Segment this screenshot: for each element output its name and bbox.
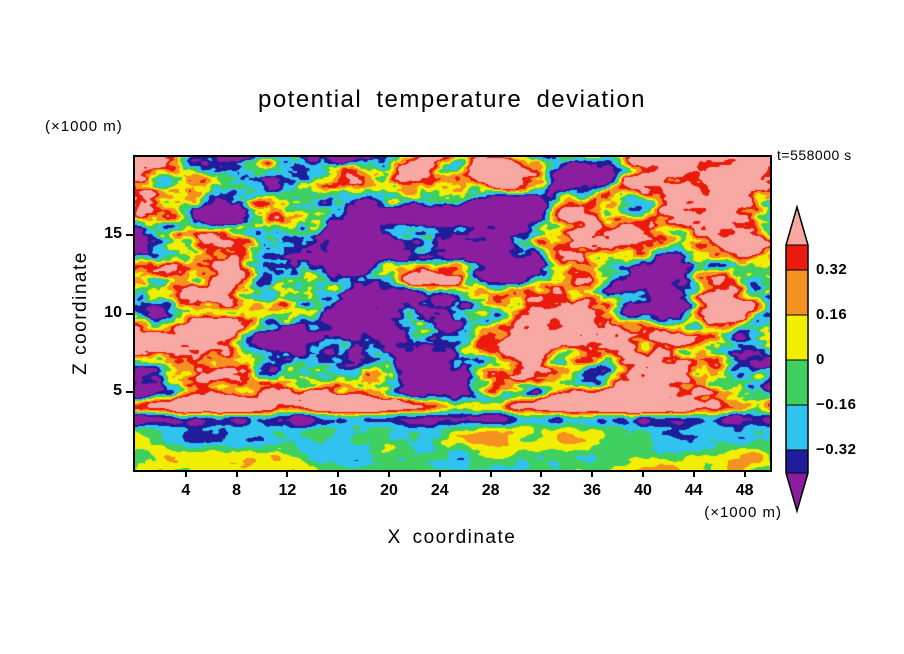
x-tick-mark	[489, 470, 492, 477]
x-tick-label: 40	[634, 482, 652, 499]
z-tick-mark	[126, 312, 133, 315]
x-tick-label: 8	[232, 482, 242, 499]
x-tick-mark	[235, 470, 238, 477]
x-tick-mark	[388, 470, 390, 477]
x-tick-mark	[286, 470, 289, 477]
x-tick-mark	[591, 470, 594, 477]
z-tick-label: 10	[104, 303, 122, 321]
x-axis-unit: (×1000 m)	[704, 504, 782, 521]
x-tick-label: 20	[380, 482, 398, 499]
z-tick-label: 5	[113, 381, 122, 399]
x-tick-label: 36	[583, 482, 602, 499]
timestamp-label: t=558000 s	[777, 147, 852, 163]
x-tick-mark	[184, 470, 187, 477]
colorbar-segment-cyan	[786, 405, 808, 450]
x-tick-label: 44	[684, 482, 703, 499]
x-tick-mark	[540, 470, 543, 477]
colorbar-segment-red	[786, 245, 808, 270]
contour-canvas	[135, 157, 770, 470]
z-tick-label: 15	[104, 225, 122, 243]
z-axis-unit: (×1000 m)	[45, 118, 123, 135]
colorbar-label: −0.32	[816, 441, 857, 458]
colorbar-segment-green	[786, 360, 808, 405]
x-tick-mark	[438, 470, 441, 477]
x-tick-label: 48	[735, 482, 754, 499]
colorbar-outline	[785, 204, 809, 514]
x-tick-label: 16	[329, 482, 348, 499]
x-tick-label: 12	[278, 482, 297, 499]
colorbar-label: 0.16	[816, 306, 848, 323]
x-tick-mark	[743, 470, 746, 477]
x-tick-label: 24	[430, 482, 449, 499]
x-tick-label: 28	[481, 482, 500, 499]
x-axis-title: X coordinate	[387, 527, 517, 548]
z-tick-mark	[126, 234, 133, 237]
colorbar	[785, 204, 809, 514]
x-tick-label: 32	[532, 482, 551, 499]
x-tick-mark	[337, 470, 340, 477]
chart-title: potential temperature deviation	[257, 86, 647, 113]
colorbar-arrow-bottom	[786, 473, 808, 511]
colorbar-segment-orange	[786, 270, 808, 315]
colorbar-segment-navy	[786, 450, 808, 473]
colorbar-label: 0.32	[816, 261, 848, 278]
colorbar-segment-yellow	[786, 315, 808, 360]
x-tick-label: 4	[181, 482, 191, 499]
colorbar-label: 0	[816, 351, 825, 368]
colorbar-arrow-top	[786, 207, 808, 245]
x-tick-mark	[692, 470, 695, 477]
z-tick-mark	[126, 390, 133, 393]
colorbar-label: −0.16	[816, 396, 857, 413]
plot-area	[133, 155, 772, 472]
x-tick-mark	[642, 470, 644, 477]
